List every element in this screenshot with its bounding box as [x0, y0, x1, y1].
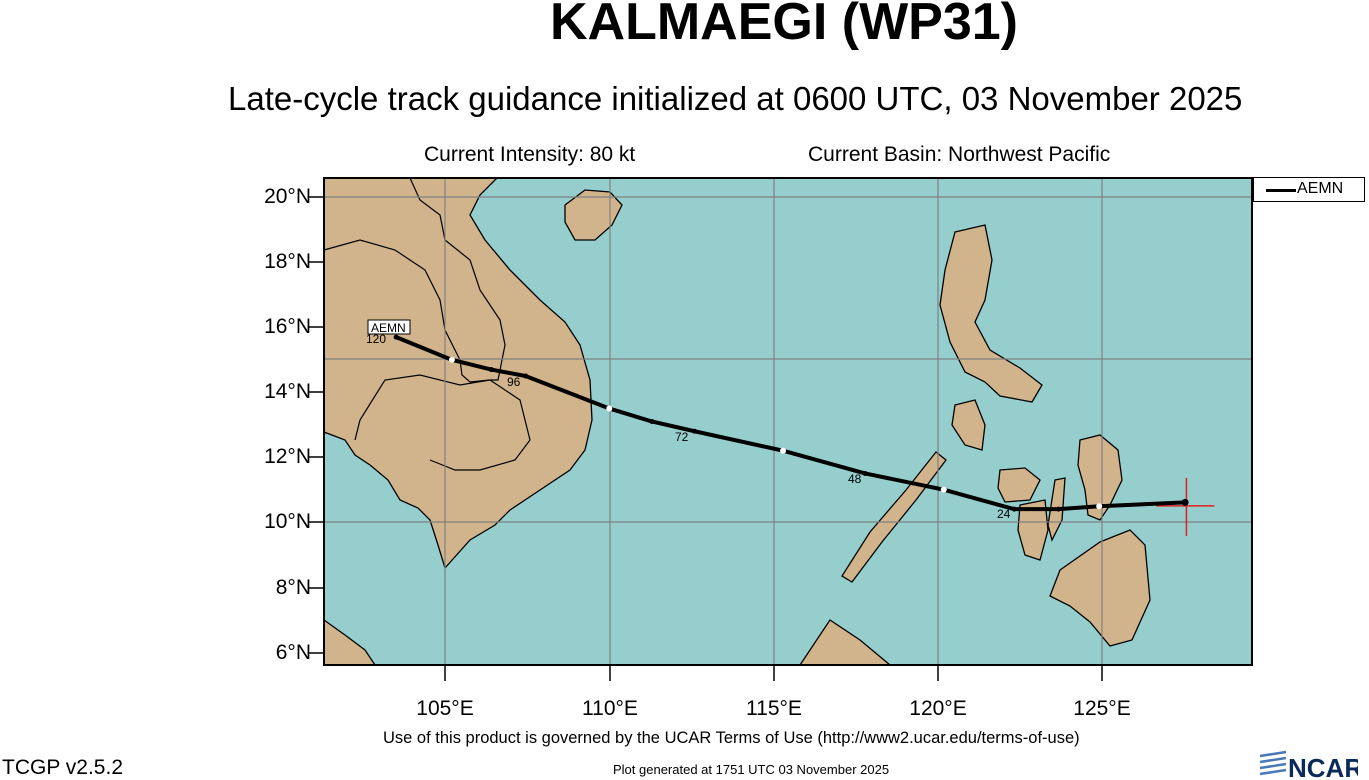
track-labels: 24 48 72 96 120 [366, 332, 1011, 521]
track-point-tau-36 [940, 486, 947, 493]
grid-lines [324, 178, 1252, 665]
legend: AEMN [1253, 177, 1365, 202]
lat-label-12: 12°N [264, 445, 311, 468]
tau-label-48: 48 [848, 472, 862, 486]
track-point-tau-96 [523, 373, 529, 379]
track-point-tau-72 [692, 428, 698, 434]
lat-label-16: 16°N [264, 315, 311, 338]
storm-title: KALMAEGI (WP31) [550, 0, 1018, 51]
legend-line-aemn [1266, 189, 1296, 192]
track-point-tau-12 [1096, 503, 1103, 510]
track-point-tau-48 [862, 470, 868, 476]
lat-label-18: 18°N [264, 250, 311, 273]
track-end-label: AEMN [371, 321, 406, 335]
track-point-tau-0 [1181, 498, 1189, 506]
track-point-tau-18 [1056, 506, 1062, 512]
land-mindanao [1049, 529, 1151, 647]
current-intensity: Current Intensity: 80 kt [424, 143, 636, 166]
land-indochina [323, 177, 593, 570]
map-frame [323, 177, 1253, 666]
axis-ticks [308, 196, 1103, 681]
legend-label-aemn: AEMN [1297, 180, 1344, 197]
track-point-tau-24 [1011, 506, 1017, 512]
lat-label-10: 10°N [264, 510, 311, 533]
track-point-tau-60 [780, 447, 787, 454]
land-luzon [939, 224, 1043, 403]
track-point-tau-120 [393, 334, 399, 340]
version: TCGP v2.5.2 [2, 756, 123, 779]
tau-label-96: 96 [507, 375, 521, 389]
land-samar-leyte [1077, 434, 1123, 521]
tau-label-24: 24 [997, 507, 1011, 521]
svg-text:NCAR: NCAR [1288, 753, 1358, 780]
lon-label-115: 115°E [746, 697, 802, 720]
lat-label-14: 14°N [264, 380, 311, 403]
tau-label-72: 72 [675, 430, 689, 444]
track-point-tau-84 [606, 405, 613, 412]
lat-label-6: 6°N [275, 641, 311, 664]
lon-label-110: 110°E [582, 697, 638, 720]
subtitle: Late-cycle track guidance initialized at… [228, 80, 1243, 117]
generated-time: Plot generated at 1751 UTC 03 November 2… [613, 762, 890, 777]
tau-label-120: 120 [366, 332, 386, 346]
lon-label-125: 125°E [1073, 697, 1131, 720]
lat-label-8: 8°N [275, 576, 311, 599]
lon-label-120: 120°E [909, 697, 967, 720]
track-point-tau-102 [488, 367, 494, 373]
current-basin: Current Basin: Northwest Pacific [808, 143, 1111, 166]
land-panay [997, 467, 1041, 503]
current-position-marker [1156, 477, 1215, 536]
track-line [395, 335, 1186, 512]
track-end-label-box [367, 319, 411, 335]
track-point-tau-78 [649, 419, 655, 424]
terms-of-use: Use of this product is governed by the U… [383, 729, 1080, 747]
lon-label-105: 105°E [416, 697, 474, 720]
land-mindoro [951, 399, 986, 451]
country-borders [323, 177, 531, 471]
lat-label-20: 20°N [264, 185, 311, 208]
land-negros [1017, 499, 1049, 561]
land-hainan [564, 189, 623, 241]
track-point-tau-108 [448, 356, 455, 363]
track-aemn [393, 334, 1189, 512]
